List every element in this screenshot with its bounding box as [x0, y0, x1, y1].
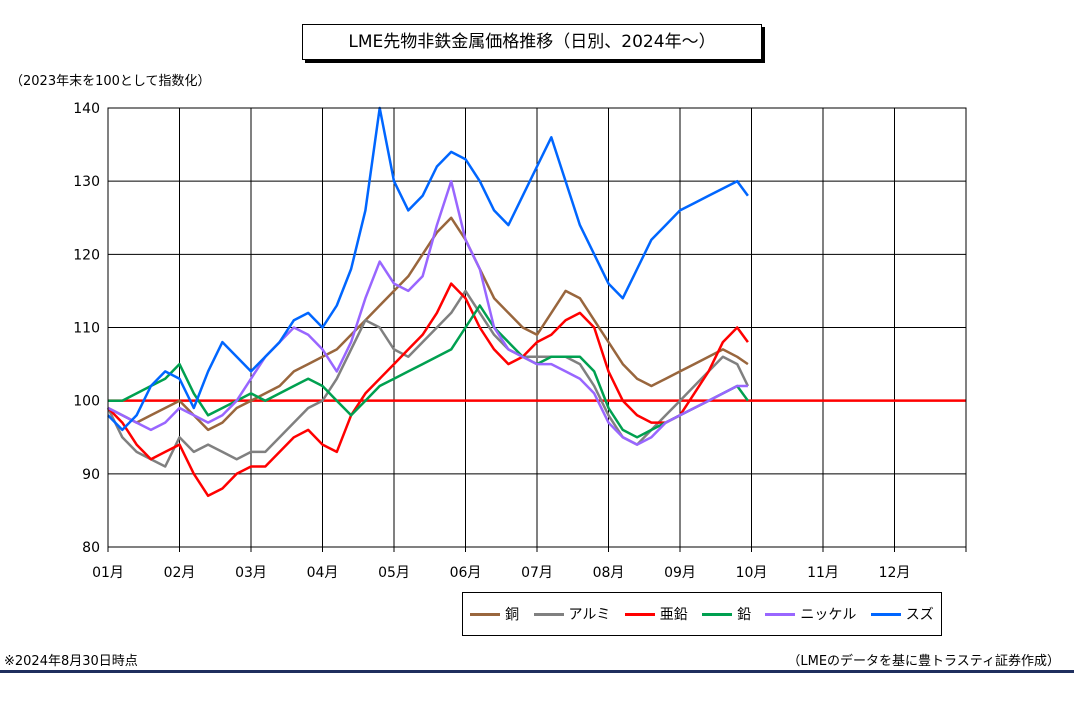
legend-label: スズ — [905, 607, 934, 623]
x-tick-labels: 01月 02月 03月 04月 05月 06月 07月 08月 09月 10月 11月 12月 — [92, 565, 910, 581]
bottom-rule — [0, 670, 1074, 673]
legend-item: ニッケル — [765, 604, 856, 624]
series-line-銅 — [107, 216, 749, 432]
y-tick-label: 90 — [82, 467, 100, 483]
series-line-亜鉛 — [107, 282, 749, 498]
chart-title: LME先物非鉄金属価格推移（日別、2024年～） — [302, 24, 762, 60]
legend-swatch — [702, 612, 733, 616]
series-line-鉛 — [108, 304, 749, 439]
y-tick-label: 110 — [73, 321, 100, 337]
y-tick-labels: 140 130 120 110 100 90 80 — [73, 101, 100, 556]
x-tick-label: 06月 — [450, 565, 482, 581]
legend-item: アルミ — [533, 604, 611, 624]
x-tick-label: 05月 — [378, 565, 410, 581]
y-axis-unit-label: （2023年末を100として指数化） — [10, 74, 211, 89]
series-line-スズ — [107, 106, 749, 432]
source-note: （LMEのデータを基に豊トラスティ証券作成） — [787, 654, 1060, 669]
legend-label: 鉛 — [737, 607, 752, 623]
y-tick-label: 140 — [73, 101, 100, 117]
y-tick-label: 130 — [73, 174, 100, 190]
x-tick-label: 08月 — [593, 565, 625, 581]
x-tick-label: 10月 — [736, 565, 768, 581]
legend-swatch — [470, 612, 501, 616]
legend-item: 銅 — [470, 604, 519, 624]
legend-item: 鉛 — [702, 604, 751, 624]
legend-label: 亜鉛 — [659, 607, 688, 623]
x-tick-label: 07月 — [521, 565, 553, 581]
legend-swatch — [870, 612, 901, 616]
legend-item: スズ — [870, 604, 934, 624]
x-tick-label: 04月 — [307, 565, 339, 581]
x-tick-label: 09月 — [664, 565, 696, 581]
legend-item: 亜鉛 — [624, 604, 688, 624]
legend: 銅 アルミ 亜鉛 鉛 ニッケル スズ — [462, 592, 942, 636]
y-tick-label: 120 — [73, 247, 100, 263]
x-tick-label: 03月 — [235, 565, 267, 581]
y-tick-label: 100 — [73, 394, 100, 410]
legend-label: ニッケル — [800, 607, 857, 623]
x-tick-label: 11月 — [807, 565, 839, 581]
legend-label: 銅 — [505, 607, 520, 623]
legend-label: アルミ — [568, 607, 611, 623]
series-line-アルミ — [106, 289, 750, 468]
grid-lines — [107, 107, 967, 552]
plot-frame — [107, 107, 967, 548]
legend-swatch — [765, 612, 796, 616]
line-chart: 140 130 120 110 100 90 80 01月 02月 03月 04月 05月 06月 07… — [73, 101, 967, 581]
series-lines — [106, 106, 750, 498]
legend-swatch — [533, 612, 564, 616]
x-tick-label: 12月 — [879, 565, 911, 581]
footnote: ※2024年8月30日時点 — [4, 654, 138, 669]
x-tick-label: 02月 — [164, 565, 196, 581]
series-line-ニッケル — [107, 179, 748, 446]
y-tick-label: 80 — [82, 540, 100, 556]
legend-swatch — [624, 612, 655, 616]
x-tick-label: 01月 — [92, 565, 124, 581]
